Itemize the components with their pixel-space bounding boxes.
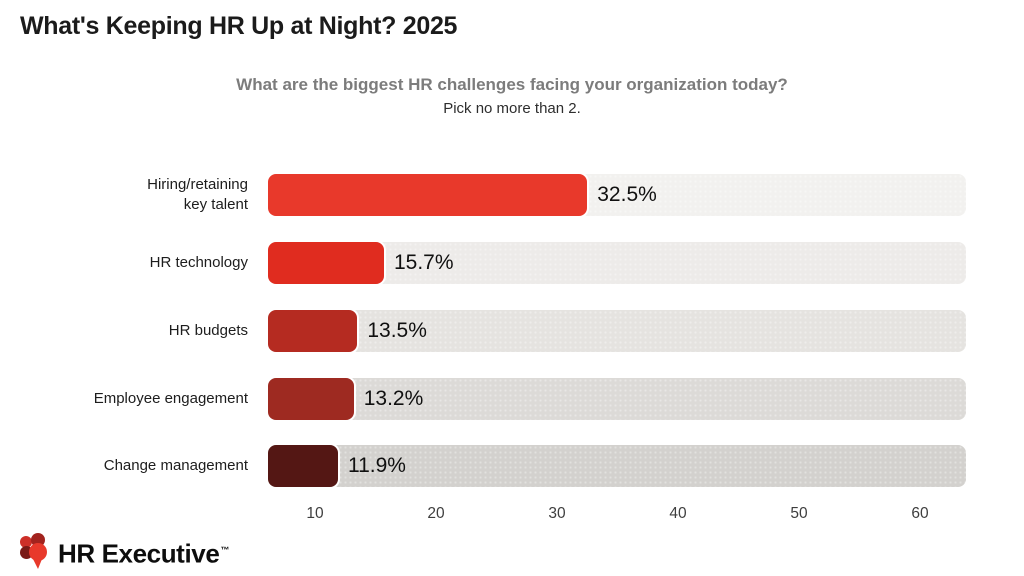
page-title: What's Keeping HR Up at Night? 2025 <box>20 12 458 40</box>
value-label: 32.5% <box>597 183 657 206</box>
category-label: HR budgets <box>168 321 248 339</box>
category-label: Change management <box>103 456 248 474</box>
hr-executive-logo: HR Executive™ <box>20 531 229 571</box>
value-label: 15.7% <box>393 251 454 274</box>
bar <box>268 310 358 352</box>
bar-track: 13.5% <box>268 310 966 352</box>
bar-track: 15.7% <box>268 242 966 284</box>
bar-track: 13.2% <box>268 378 966 420</box>
bar-track: 11.9% <box>268 445 966 487</box>
value-label: 11.9% <box>347 454 406 477</box>
x-tick-label: 20 <box>427 505 445 522</box>
category-label: HR technology <box>149 253 248 271</box>
x-tick-label: 50 <box>790 505 808 522</box>
hr-executive-flower-icon <box>20 533 50 571</box>
chart-row: Change management 11.9% <box>0 445 1024 487</box>
bar <box>268 378 354 420</box>
category-label: Employee engagement <box>93 389 248 407</box>
value-label: 13.5% <box>367 319 427 342</box>
value-label: 13.2% <box>363 387 424 410</box>
chart-row: Employee engagement 13.2% <box>0 378 1024 420</box>
category-label: Hiring/retaining key talent <box>147 175 248 213</box>
x-tick-label: 30 <box>548 505 566 522</box>
logo-wordmark: HR Executive™ <box>58 538 229 569</box>
bar <box>268 445 338 487</box>
chart-row: HR budgets 13.5% <box>0 310 1024 352</box>
x-tick-label: 10 <box>306 505 324 522</box>
x-tick-label: 60 <box>911 505 929 522</box>
bar-track: 32.5% <box>268 174 966 216</box>
x-tick-label: 40 <box>669 505 687 522</box>
chart-question: What are the biggest HR challenges facin… <box>236 75 788 94</box>
chart-row: HR technology 15.7% <box>0 242 1024 284</box>
chart-instruction: Pick no more than 2. <box>443 100 581 117</box>
bar <box>268 174 588 216</box>
x-axis: 10 20 30 40 50 60 <box>268 505 966 527</box>
bar <box>268 242 384 284</box>
trademark-symbol: ™ <box>220 545 229 555</box>
chart-row: Hiring/retaining key talent 32.5% <box>0 174 1024 216</box>
